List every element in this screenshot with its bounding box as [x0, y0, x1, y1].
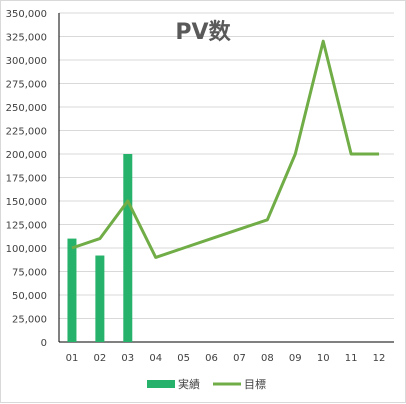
- y-tick-label: 225,000: [6, 127, 47, 138]
- y-tick-label: 275,000: [6, 80, 47, 91]
- y-tick-label: 75,000: [12, 268, 47, 279]
- y-tick-label: 200,000: [6, 150, 47, 161]
- legend: 実績 目標: [147, 377, 266, 391]
- x-tick-label: 02: [94, 353, 107, 364]
- x-tick-label: 03: [121, 353, 134, 364]
- x-tick-label: 12: [373, 353, 386, 364]
- x-tick-label: 06: [205, 353, 218, 364]
- y-tick-label: 25,000: [12, 315, 47, 326]
- y-tick-label: 100,000: [6, 244, 47, 255]
- y-tick-label: 50,000: [12, 291, 47, 302]
- x-axis: 01 02 03 04 05 06 07 08 09 10 11 12: [59, 342, 394, 364]
- chart-title: PV数: [175, 19, 231, 45]
- grid-lines: [59, 13, 394, 319]
- y-tick-label: 300,000: [6, 56, 47, 67]
- x-tick-label: 07: [233, 353, 246, 364]
- bar: [123, 154, 132, 342]
- legend-bar-label: 実績: [178, 377, 200, 391]
- y-tick-label: 150,000: [6, 197, 47, 208]
- y-tick-label: 0: [41, 338, 47, 349]
- x-tick-label: 10: [317, 353, 330, 364]
- x-tick-label: 05: [177, 353, 190, 364]
- legend-line-label: 目標: [244, 377, 266, 391]
- x-tick-label: 11: [345, 353, 358, 364]
- bar: [95, 256, 104, 342]
- y-tick-label: 175,000: [6, 174, 47, 185]
- y-tick-label: 250,000: [6, 103, 47, 114]
- x-tick-label: 01: [66, 353, 79, 364]
- y-tick-label: 125,000: [6, 221, 47, 232]
- x-tick-label: 08: [261, 353, 274, 364]
- y-axis: 0 25,000 50,000 75,000 100,000 125,000 150,000…: [6, 9, 59, 349]
- line-series: [72, 41, 379, 257]
- bar: [67, 239, 76, 342]
- legend-bar-swatch: [147, 380, 175, 388]
- x-tick-label: 04: [149, 353, 162, 364]
- y-tick-label: 325,000: [6, 33, 47, 44]
- y-tick-label: 350,000: [6, 9, 47, 20]
- x-tick-label: 09: [289, 353, 302, 364]
